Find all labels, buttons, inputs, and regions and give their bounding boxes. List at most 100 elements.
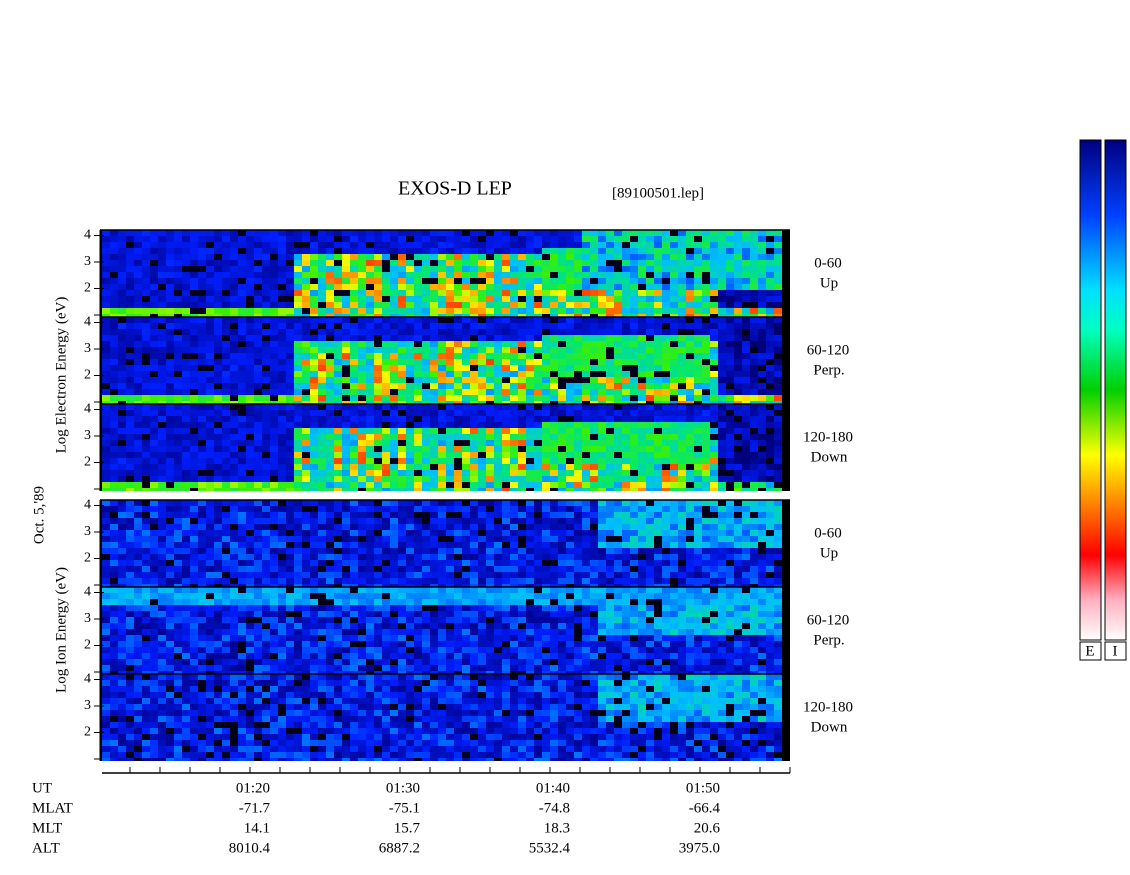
spectrogram-cell [310, 347, 318, 353]
spectrogram-cell [366, 278, 374, 284]
spectrogram-cell [246, 512, 254, 518]
spectrogram-cell [254, 335, 262, 341]
spectrogram-cell [150, 512, 158, 518]
spectrogram-cell [614, 335, 622, 341]
spectrogram-cell [534, 389, 542, 395]
spectrogram-cell [766, 365, 774, 371]
spectrogram-cell [334, 578, 342, 584]
spectrogram-cell [606, 422, 614, 428]
spectrogram-cell [766, 341, 774, 347]
spectrogram-cell [518, 572, 526, 578]
spectrogram-cell [278, 482, 286, 488]
spectrogram-cell [318, 236, 326, 242]
spectrogram-cell [566, 395, 574, 401]
spectrogram-cell [582, 422, 590, 428]
spectrogram-cell [342, 530, 350, 536]
spectrogram-cell [174, 302, 182, 308]
spectrogram-cell [566, 302, 574, 308]
spectrogram-cell [238, 458, 246, 464]
spectrogram-cell [606, 383, 614, 389]
spectrogram-cell [334, 416, 342, 422]
spectrogram-cell [718, 371, 726, 377]
spectrogram-cell [614, 542, 622, 548]
spectrogram-cell [270, 452, 278, 458]
spectrogram-cell [646, 554, 654, 560]
spectrogram-cell [230, 359, 238, 365]
spectrogram-cell [222, 422, 230, 428]
spectrogram-cell [438, 260, 446, 266]
spectrogram-cell [270, 434, 278, 440]
spectrogram-cell [710, 314, 718, 317]
spectrogram-cell [110, 365, 118, 371]
spectrogram-cell [694, 335, 702, 341]
spectrogram-cell [254, 278, 262, 284]
spectrogram-cell [550, 524, 558, 530]
spectrogram-cell [630, 422, 638, 428]
spectrogram-cell [518, 347, 526, 353]
spectrogram-cell [470, 554, 478, 560]
spectrogram-cell [470, 401, 478, 404]
spectrogram-cell [374, 254, 382, 260]
spectrogram-cell [102, 548, 110, 554]
spectrogram-cell [246, 377, 254, 383]
spectrogram-cell [558, 488, 566, 491]
spectrogram-cell [574, 260, 582, 266]
spectrogram-cell [430, 284, 438, 290]
spectrogram-cell [334, 476, 342, 482]
spectrogram-cell [694, 524, 702, 530]
spectrogram-cell [510, 284, 518, 290]
spectrogram-cell [510, 422, 518, 428]
spectrogram-cell [622, 317, 630, 323]
spectrogram-cell [166, 377, 174, 383]
spectrogram-cell [670, 302, 678, 308]
spectrogram-cell [694, 536, 702, 542]
spectrogram-cell [174, 458, 182, 464]
spectrogram-cell [318, 524, 326, 530]
spectrogram-cell [206, 464, 214, 470]
spectrogram-cell [726, 428, 734, 434]
spectrogram-cell [694, 329, 702, 335]
spectrogram-cell [670, 230, 678, 236]
spectrogram-cell [454, 278, 462, 284]
spectrogram-cell [182, 440, 190, 446]
spectrogram-cell [118, 578, 126, 584]
spectrogram-cell [142, 470, 150, 476]
spectrogram-cell [166, 254, 174, 260]
spectrogram-cell [486, 401, 494, 404]
spectrogram-cell [414, 335, 422, 341]
spectrogram-cell [502, 524, 510, 530]
spectrogram-cell [366, 377, 374, 383]
spectrogram-cell [350, 248, 358, 254]
spectrogram-cell [446, 446, 454, 452]
spectrogram-cell [494, 254, 502, 260]
spectrogram-cell [142, 401, 150, 404]
spectrogram-cell [750, 428, 758, 434]
spectrogram-cell [390, 572, 398, 578]
spectrogram-cell [486, 248, 494, 254]
spectrogram-cell [286, 512, 294, 518]
spectrogram-cell [518, 371, 526, 377]
spectrogram-cell [542, 578, 550, 584]
spectrogram-cell [478, 383, 486, 389]
spectrogram-cell [190, 578, 198, 584]
spectrogram-cell [598, 302, 606, 308]
spectrogram-cell [198, 290, 206, 296]
spectrogram-cell [654, 290, 662, 296]
spectrogram-cell [438, 272, 446, 278]
spectrogram-cell [758, 365, 766, 371]
spectrogram-cell [118, 329, 126, 335]
spectrogram-cell [110, 566, 118, 572]
spectrogram-cell [486, 353, 494, 359]
spectrogram-cell [294, 470, 302, 476]
spectrogram-cell [614, 404, 622, 410]
spectrogram-cell [142, 422, 150, 428]
spectrogram-cell [710, 308, 718, 314]
spectrogram-cell [606, 470, 614, 476]
spectrogram-cell [622, 584, 630, 587]
spectrogram-cell [430, 302, 438, 308]
spectrogram-cell [478, 248, 486, 254]
spectrogram-cell [678, 323, 686, 329]
spectrogram-cell [158, 302, 166, 308]
spectrogram-cell [478, 530, 486, 536]
spectrogram-cell [174, 416, 182, 422]
